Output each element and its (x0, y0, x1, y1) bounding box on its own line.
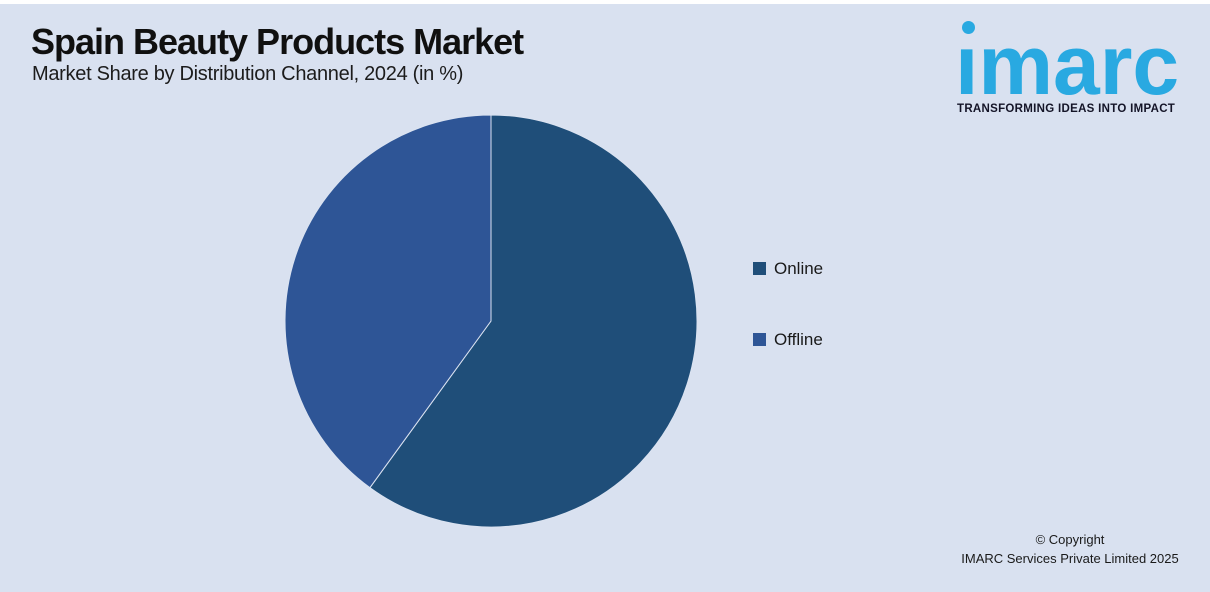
top-edge-strip (0, 0, 1210, 4)
legend-swatch-offline (753, 333, 766, 346)
copyright-line-1: © Copyright (1035, 532, 1105, 547)
imarc-logo-tagline: TRANSFORMING IDEAS INTO IMPACT (957, 103, 1176, 115)
legend-swatch-online (753, 262, 766, 275)
pie-chart (285, 115, 697, 527)
imarc-logo-text: ımarc (955, 18, 1180, 112)
imarc-logo: ımarc TRANSFORMING IDEAS INTO IMPACT (955, 10, 1190, 120)
copyright-line-2: IMARC Services Private Limited 2025 (961, 551, 1179, 566)
page-subtitle: Market Share by Distribution Channel, 20… (32, 63, 464, 85)
page-title: Spain Beauty Products Market (31, 21, 524, 62)
chart-legend: Online Offline (753, 258, 824, 402)
copyright-notice: © Copyright IMARC Services Private Limit… (945, 530, 1195, 568)
legend-item-online: Online (753, 258, 824, 278)
pie-slice-online (369, 115, 697, 527)
pie-slice-offline (285, 115, 492, 489)
imarc-logo-dot-icon (962, 21, 975, 34)
legend-label-online: Online (774, 258, 824, 278)
legend-item-offline: Offline (753, 329, 823, 349)
legend-label-offline: Offline (774, 329, 823, 349)
